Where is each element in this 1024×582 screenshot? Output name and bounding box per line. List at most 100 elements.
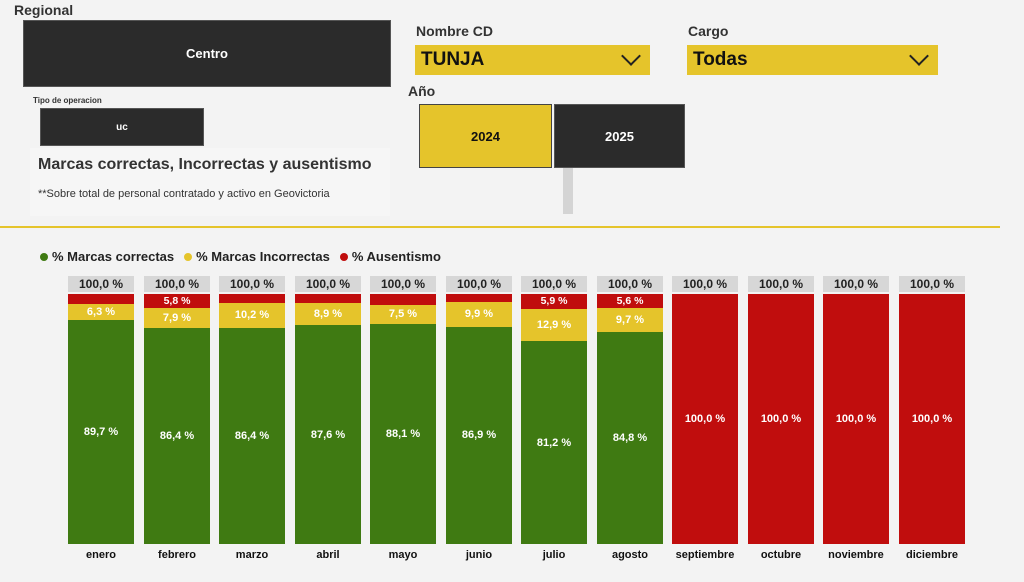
chart-legend: % Marcas correctas % Marcas Incorrectas … [40, 249, 441, 264]
cargo-value: Todas [693, 49, 748, 70]
bar-segment-ausentismo[interactable] [68, 294, 134, 304]
bar-segment-ausentismo[interactable]: 100,0 % [748, 294, 814, 544]
bar-segment-ausentismo[interactable]: 5,8 % [144, 293, 210, 309]
chevron-down-icon [909, 46, 929, 66]
bar-segment-correctas[interactable]: 87,6 % [295, 325, 361, 544]
month-label: agosto [611, 549, 649, 561]
legend-label: % Marcas Incorrectas [196, 249, 330, 264]
total-label: 100,0 % [446, 276, 512, 292]
bar-segment-ausentismo[interactable] [219, 294, 285, 303]
legend-dot-red [339, 252, 348, 261]
chart-title: Marcas correctas, Incorrectas y ausentis… [38, 156, 372, 173]
bar-segment-correctas[interactable]: 86,4 % [219, 328, 285, 544]
section-divider [0, 226, 1000, 228]
total-label: 100,0 % [672, 276, 738, 292]
regional-label: Regional [14, 2, 74, 18]
data-label: 9,9 % [464, 308, 494, 321]
total-label: 100,0 % [597, 276, 663, 292]
bar-segment-ausentismo[interactable]: 100,0 % [899, 294, 965, 544]
bar-segment-ausentismo[interactable] [295, 294, 361, 303]
bar-segment-incorrectas[interactable]: 6,3 % [68, 304, 134, 320]
cargo-label: Cargo [688, 23, 729, 39]
month-label: diciembre [906, 549, 958, 561]
nombre-cd-label: Nombre CD [416, 23, 494, 39]
bar-segment-ausentismo[interactable]: 5,9 % [521, 294, 587, 309]
data-label: 5,8 % [163, 295, 191, 307]
month-label: junio [465, 549, 493, 561]
nombre-cd-dropdown[interactable]: TUNJA [415, 45, 650, 75]
bar-segment-correctas[interactable]: 86,9 % [446, 326, 512, 544]
legend-item-ausentismo[interactable]: % Ausentismo [339, 249, 441, 264]
month-label: julio [542, 549, 566, 561]
month-label: marzo [235, 549, 269, 561]
bar-segment-incorrectas[interactable]: 7,5 % [370, 305, 436, 324]
total-label: 100,0 % [144, 276, 210, 292]
cargo-dropdown[interactable]: Todas [687, 45, 938, 75]
bar-segment-correctas[interactable]: 88,1 % [370, 323, 436, 544]
bar-segment-ausentismo[interactable]: 100,0 % [672, 294, 738, 544]
month-label: septiembre [675, 549, 735, 561]
bar-segment-incorrectas[interactable]: 9,7 % [597, 307, 663, 332]
data-label: 86,4 % [159, 430, 195, 442]
month-label: mayo [388, 549, 418, 561]
scrollbar[interactable] [563, 168, 573, 214]
bar-segment-ausentismo[interactable]: 100,0 % [823, 294, 889, 544]
regional-tile-centro[interactable]: Centro [23, 20, 391, 87]
data-label: 100,0 % [835, 413, 877, 425]
data-label: 6,3 % [86, 305, 116, 318]
bar-segment-correctas[interactable]: 86,4 % [144, 328, 210, 544]
data-label: 10,2 % [234, 309, 270, 322]
bar-segment-correctas[interactable]: 81,2 % [521, 341, 587, 544]
data-label: 86,9 % [461, 429, 497, 442]
data-label: 89,7 % [83, 425, 119, 438]
total-label: 100,0 % [68, 276, 134, 292]
data-label: 9,7 % [615, 313, 645, 326]
total-label: 100,0 % [370, 276, 436, 292]
data-label: 84,8 % [612, 432, 648, 444]
data-label: 87,6 % [310, 428, 346, 441]
data-label: 81,2 % [536, 436, 572, 449]
data-label: 5,6 % [616, 294, 644, 307]
bar-segment-incorrectas[interactable]: 9,9 % [446, 302, 512, 327]
data-label: 12,9 % [536, 318, 572, 331]
chart-title-card: Marcas correctas, Incorrectas y ausentis… [30, 148, 390, 216]
bar-segment-incorrectas[interactable]: 12,9 % [521, 308, 587, 341]
tipo-operacion-tile-uc[interactable]: uc [40, 108, 204, 146]
data-label: 8,9 % [313, 307, 343, 320]
month-label: octubre [760, 549, 802, 561]
bar-segment-incorrectas[interactable]: 7,9 % [144, 308, 210, 328]
month-label: abril [316, 549, 340, 561]
chevron-down-icon [621, 46, 641, 66]
bar-segment-ausentismo[interactable] [370, 294, 436, 305]
bar-segment-ausentismo[interactable] [446, 294, 512, 302]
chart-subtitle: **Sobre total de personal contratado y a… [38, 188, 330, 200]
data-label: 86,4 % [234, 430, 270, 442]
bar-segment-correctas[interactable]: 84,8 % [597, 332, 663, 544]
legend-item-correctas[interactable]: % Marcas correctas [40, 249, 174, 264]
nombre-cd-value: TUNJA [421, 49, 485, 70]
total-label: 100,0 % [823, 276, 889, 292]
anio-label: Año [408, 83, 436, 99]
legend-item-incorrectas[interactable]: % Marcas Incorrectas [184, 249, 330, 264]
bar-segment-correctas[interactable]: 89,7 % [68, 319, 134, 544]
total-label: 100,0 % [899, 276, 965, 292]
legend-label: % Ausentismo [351, 249, 441, 264]
bar-segment-incorrectas[interactable]: 10,2 % [219, 302, 285, 328]
bar-segment-ausentismo[interactable]: 5,6 % [597, 293, 663, 308]
total-label: 100,0 % [219, 276, 285, 292]
anio-tile-2024[interactable]: 2024 [419, 104, 552, 168]
month-label: febrero [158, 549, 196, 561]
data-label: 100,0 % [684, 413, 726, 425]
data-label: 5,9 % [540, 295, 568, 308]
tipo-operacion-label: Tipo de operacion [33, 96, 102, 105]
legend-dot-yellow [184, 252, 193, 261]
data-label: 88,1 % [385, 427, 421, 440]
data-label: 7,9 % [162, 312, 192, 325]
data-label: 7,5 % [388, 308, 418, 321]
anio-tile-2025[interactable]: 2025 [554, 104, 685, 168]
total-label: 100,0 % [521, 276, 587, 292]
legend-dot-green [40, 252, 48, 261]
total-label: 100,0 % [295, 276, 361, 292]
bar-segment-incorrectas[interactable]: 8,9 % [295, 302, 361, 325]
data-label: 100,0 % [911, 413, 953, 425]
